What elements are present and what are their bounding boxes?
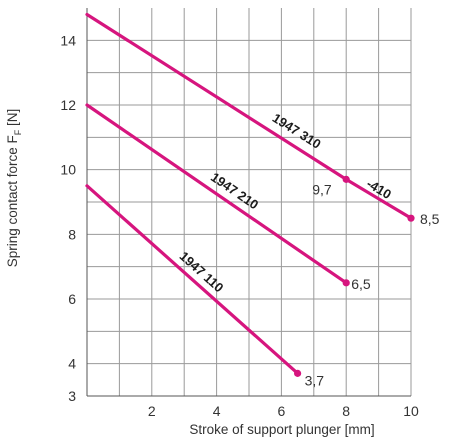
series-lines xyxy=(85,12,415,377)
y-tick-label: 3 xyxy=(68,388,76,404)
series-name-label: 1947 310 xyxy=(270,110,324,152)
series-line xyxy=(85,184,300,375)
y-axis-title-unit: [N] xyxy=(5,109,20,130)
series-line xyxy=(85,103,348,285)
x-axis-title: Stroke of support plunger [mm] xyxy=(189,422,374,437)
data-point xyxy=(342,175,350,183)
y-tick-label: 6 xyxy=(68,291,76,307)
x-tick-label: 10 xyxy=(403,403,419,419)
data-point xyxy=(294,369,302,377)
point-value-label: 9,7 xyxy=(312,181,332,197)
data-point xyxy=(407,214,415,222)
x-tick-label: 2 xyxy=(148,403,156,419)
y-tick-label: 10 xyxy=(60,162,76,178)
y-axis-title: Spring contact force FF [N] xyxy=(5,109,23,268)
x-tick-label: 4 xyxy=(213,403,221,419)
y-tick-label: 8 xyxy=(68,226,76,242)
y-tick-label: 14 xyxy=(60,32,76,48)
point-value-label: 8,5 xyxy=(420,211,440,227)
y-tick-label: 4 xyxy=(68,356,76,372)
y-tick-label: 12 xyxy=(60,97,76,113)
data-point xyxy=(342,279,350,287)
x-tick-label: 8 xyxy=(342,403,350,419)
y-axis-title-subscript: F xyxy=(13,129,23,135)
grid xyxy=(87,8,412,396)
x-tick-label: 6 xyxy=(278,403,286,419)
y-axis-title-main: Spring contact force F xyxy=(5,135,20,267)
point-value-label: 3,7 xyxy=(305,372,325,388)
point-value-label: 6,5 xyxy=(351,276,371,292)
axes: 2 4 6 8 10 3 4 6 8 10 12 14 xyxy=(60,8,419,419)
